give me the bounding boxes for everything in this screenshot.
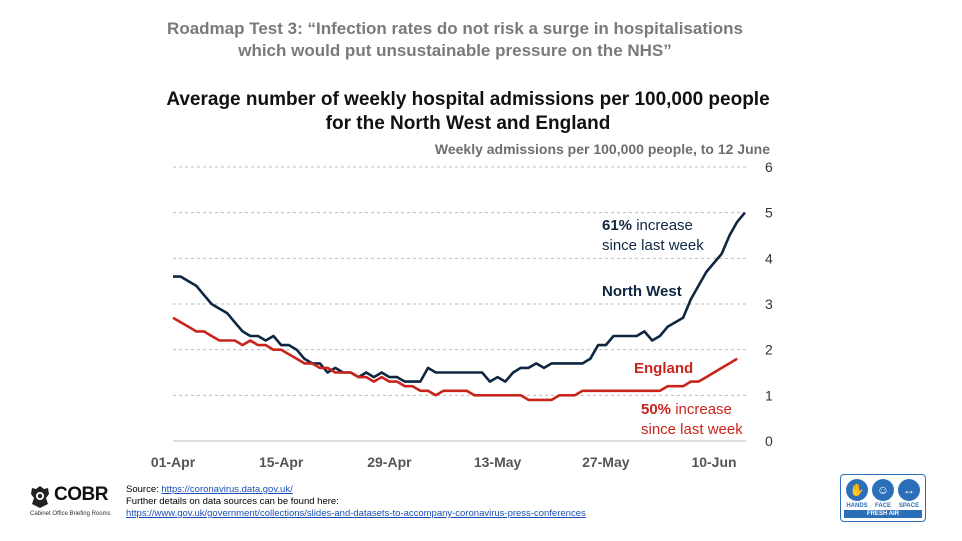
y-tick-label-3: 3 xyxy=(765,296,773,312)
hands-face-space-logo: ✋ ☺ ↔ HANDS FACE SPACE FRESH AIR xyxy=(840,474,926,522)
y-tick-label-0: 0 xyxy=(765,433,773,449)
annotation-north-west-line-1: 61% increase xyxy=(602,217,693,234)
annotation-north-west-increase-word: increase xyxy=(632,217,693,234)
source-label: Source: xyxy=(126,484,162,495)
space-label: SPACE xyxy=(898,503,920,509)
x-tick-label-10-Jun: 10-Jun xyxy=(691,454,736,470)
cobr-logo: COBR Cabinet Office Briefing Rooms xyxy=(28,484,118,524)
x-tick-label-15-Apr: 15-Apr xyxy=(259,454,304,470)
cobr-wordmark: COBR xyxy=(54,484,108,505)
hands-label: HANDS xyxy=(846,503,868,509)
annotation-england-percent: 50% xyxy=(641,401,671,418)
space-icon: ↔ xyxy=(898,479,920,501)
details-text: Further details on data sources can be f… xyxy=(126,496,339,507)
roadmap-title-line-1: Roadmap Test 3: “Infection rates do not … xyxy=(167,19,743,38)
x-tick-label-27-May: 27-May xyxy=(582,454,630,470)
annotation-england-line-1: 50% increase xyxy=(641,401,732,418)
chart-title-line-2: for the North West and England xyxy=(325,113,611,134)
face-mask-icon: ☺ xyxy=(872,479,894,501)
footer-sources: Source: https://coronavirus.data.gov.uk/… xyxy=(126,484,586,520)
y-tick-label-2: 2 xyxy=(765,342,773,358)
y-tick-label-1: 1 xyxy=(765,387,773,403)
royal-crest-icon xyxy=(31,486,49,508)
annotation-north-west-line-2: since last week xyxy=(602,237,704,254)
cobr-subtitle: Cabinet Office Briefing Rooms xyxy=(30,511,111,517)
series-line-england xyxy=(172,316,738,402)
roadmap-title-line-2: which would put unsustainable pressure o… xyxy=(238,41,672,60)
source-link[interactable]: https://coronavirus.data.gov.uk/ xyxy=(161,484,293,495)
annotation-england-increase-word: increase xyxy=(671,401,732,418)
series-label-england: England xyxy=(634,360,693,377)
chart-title-line-1: Average number of weekly hospital admiss… xyxy=(166,89,770,110)
x-tick-label-01-Apr: 01-Apr xyxy=(151,454,196,470)
face-label: FACE xyxy=(874,503,891,509)
y-tick-label-4: 4 xyxy=(765,250,773,266)
roadmap-title: Roadmap Test 3: “Infection rates do not … xyxy=(0,18,910,62)
source-line: Source: https://coronavirus.data.gov.uk/ xyxy=(126,484,586,496)
chart-title: Average number of weekly hospital admiss… xyxy=(0,88,936,136)
series-line-north-west xyxy=(173,211,746,383)
x-tick-label-29-Apr: 29-Apr xyxy=(367,454,412,470)
details-link[interactable]: https://www.gov.uk/government/collection… xyxy=(126,508,586,519)
y-tick-label-6: 6 xyxy=(765,159,773,175)
fresh-air-label: FRESH AIR xyxy=(844,510,922,518)
annotation-england-line-2: since last week xyxy=(641,421,743,438)
chart-subtitle: Weekly admissions per 100,000 people, to… xyxy=(434,141,770,157)
series-label-north-west: North West xyxy=(602,283,682,300)
annotation-north-west-percent: 61% xyxy=(602,217,632,234)
hands-icon: ✋ xyxy=(846,479,868,501)
y-tick-label-5: 5 xyxy=(765,205,773,221)
x-tick-label-13-May: 13-May xyxy=(474,454,522,470)
